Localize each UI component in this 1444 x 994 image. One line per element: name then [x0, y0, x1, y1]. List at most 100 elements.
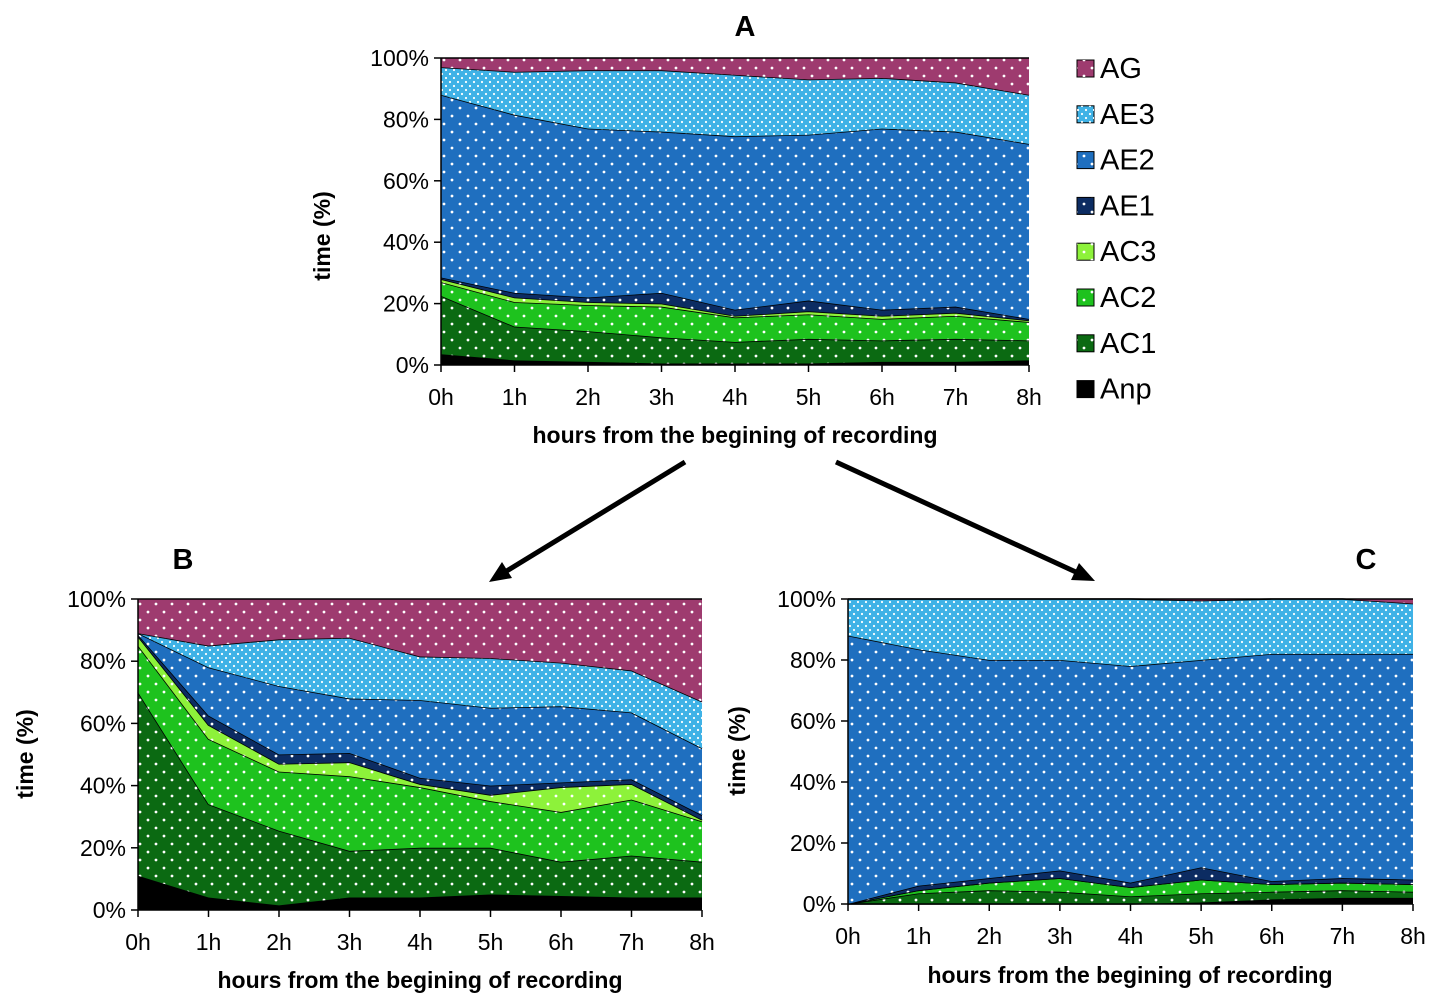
arrow-head-b [489, 562, 512, 582]
y-tick-label: 20% [80, 835, 126, 861]
legend-label: AC3 [1100, 236, 1156, 268]
area-texture-ae1 [848, 867, 1413, 904]
x-tick-label: 4h [407, 929, 433, 955]
x-axis-label-c: hours from the begining of recording [927, 962, 1332, 988]
legend-item-ag: AG [1076, 53, 1142, 85]
legend-item-ac2: AC2 [1076, 282, 1156, 314]
y-tick-label: 0% [93, 897, 126, 923]
y-tick-label: 0% [396, 352, 429, 378]
x-tick-label: 1h [906, 923, 932, 949]
legend-label: AG [1100, 53, 1142, 85]
x-tick-label: 0h [125, 929, 151, 955]
y-tick-label: 80% [790, 647, 836, 673]
legend: AG AE3 AE2 AE1 AC3 AC2 AC1 Anp [1076, 53, 1156, 406]
x-tick-label: 6h [548, 929, 574, 955]
area-texture-ae2 [441, 94, 1029, 319]
x-tick-label: 8h [1016, 384, 1042, 410]
x-tick-label: 2h [575, 384, 601, 410]
area-texture-ae2 [138, 633, 702, 816]
legend-swatch-texture [1077, 105, 1094, 123]
x-tick-label: 0h [428, 384, 454, 410]
area-texture-ac1 [138, 692, 702, 906]
legend-item-ae2: AE2 [1076, 145, 1155, 177]
x-tick-label: 7h [619, 929, 645, 955]
arrow-head-c [1071, 563, 1095, 581]
x-tick-label: 2h [976, 923, 1002, 949]
area-texture-ac1 [441, 295, 1029, 364]
axes-c: 0% 20% 40% 60% 80% 100% 0h 1h 2h 3h 4h 5h 6h 7h 8h [777, 586, 1426, 949]
panel-label-c: C [1356, 544, 1377, 576]
x-tick-label: 5h [796, 384, 822, 410]
area-texture-ag [441, 58, 1029, 95]
y-tick-label: 40% [790, 769, 836, 795]
area-texture-ae3 [848, 599, 1413, 667]
legend-item-ac3: AC3 [1076, 236, 1156, 268]
x-tick-label: 3h [337, 929, 363, 955]
legend-item-ae1: AE1 [1076, 190, 1155, 222]
area-texture-ac2 [138, 645, 702, 862]
area-texture-ae3 [441, 67, 1029, 144]
panel-a: A 0% 20% 40% 60% 80% 100% 0h 1h 2h 3h 4h 5h 6h 7h 8h h… [309, 11, 1042, 448]
panel-b: B 0% 20% 40% 60% 80% 100% 0h 1h 2h 3h 4h 5h 6h 7h 8h h… [12, 544, 715, 993]
y-tick-label: 20% [383, 291, 429, 317]
legend-swatch-texture [1077, 243, 1094, 261]
area-texture-ae1 [138, 634, 702, 820]
x-tick-label: 5h [1188, 923, 1214, 949]
x-tick-label: 5h [478, 929, 504, 955]
legend-swatch-texture [1077, 197, 1094, 215]
x-tick-label: 8h [1400, 923, 1426, 949]
x-tick-label: 0h [835, 923, 861, 949]
x-axis-label-b: hours from the begining of recording [217, 967, 622, 993]
area-texture-ae3 [138, 633, 702, 749]
y-tick-label: 80% [80, 648, 126, 674]
arrow-to-c [834, 459, 1080, 576]
legend-label: AE1 [1100, 190, 1155, 222]
connector-arrows [489, 459, 1095, 582]
area-texture-ac2 [441, 282, 1029, 342]
x-axis-label-a: hours from the begining of recording [532, 422, 937, 448]
y-tick-label: 80% [383, 106, 429, 132]
legend-swatch [1076, 380, 1095, 399]
legend-swatch-texture [1077, 60, 1094, 77]
y-tick-label: 100% [777, 586, 836, 612]
legend-label: AE3 [1100, 99, 1155, 131]
y-axis-label-b: time (%) [12, 709, 38, 798]
x-tick-label: 3h [649, 384, 675, 410]
area-group-a [440, 57, 1030, 365]
legend-swatch-texture [1077, 151, 1094, 169]
y-tick-label: 40% [80, 773, 126, 799]
axes-a: 0% 20% 40% 60% 80% 100% 0h 1h 2h 3h 4h 5h 6h 7h 8h [370, 45, 1042, 410]
legend-label: AC2 [1100, 282, 1156, 314]
legend-label: AE2 [1100, 145, 1155, 177]
x-tick-label: 6h [1259, 923, 1285, 949]
x-tick-label: 1h [196, 929, 222, 955]
legend-swatch-texture [1077, 289, 1094, 306]
y-tick-label: 40% [383, 229, 429, 255]
y-tick-label: 60% [383, 168, 429, 194]
area-group-c [847, 598, 1414, 905]
y-axis-label-a: time (%) [309, 191, 335, 280]
panel-label-b: B [173, 544, 194, 576]
legend-item-anp: Anp [1076, 374, 1152, 406]
x-tick-label: 6h [869, 384, 895, 410]
x-tick-label: 2h [266, 929, 292, 955]
legend-label: Anp [1100, 374, 1152, 406]
y-tick-label: 0% [803, 891, 836, 917]
y-tick-label: 100% [370, 45, 429, 71]
panel-label-a: A [735, 11, 756, 43]
x-tick-label: 7h [943, 384, 969, 410]
axes-b: 0% 20% 40% 60% 80% 100% 0h 1h 2h 3h 4h 5h 6h 7h 8h [67, 586, 715, 955]
y-tick-label: 20% [790, 830, 836, 856]
x-tick-label: 1h [502, 384, 528, 410]
arrow-to-b [503, 459, 687, 575]
y-tick-label: 60% [790, 708, 836, 734]
x-tick-label: 4h [722, 384, 748, 410]
legend-label: AC1 [1100, 328, 1156, 360]
x-tick-label: 8h [689, 929, 715, 955]
panel-c: C 0% 20% 40% 60% 80% 100% 0h 1h 2h 3h 4h 5h 6h 7h 8h h… [724, 544, 1426, 988]
y-axis-label-c: time (%) [724, 706, 750, 795]
y-tick-label: 100% [67, 586, 126, 612]
x-tick-label: 3h [1047, 923, 1073, 949]
area-texture-ae2 [848, 635, 1413, 904]
